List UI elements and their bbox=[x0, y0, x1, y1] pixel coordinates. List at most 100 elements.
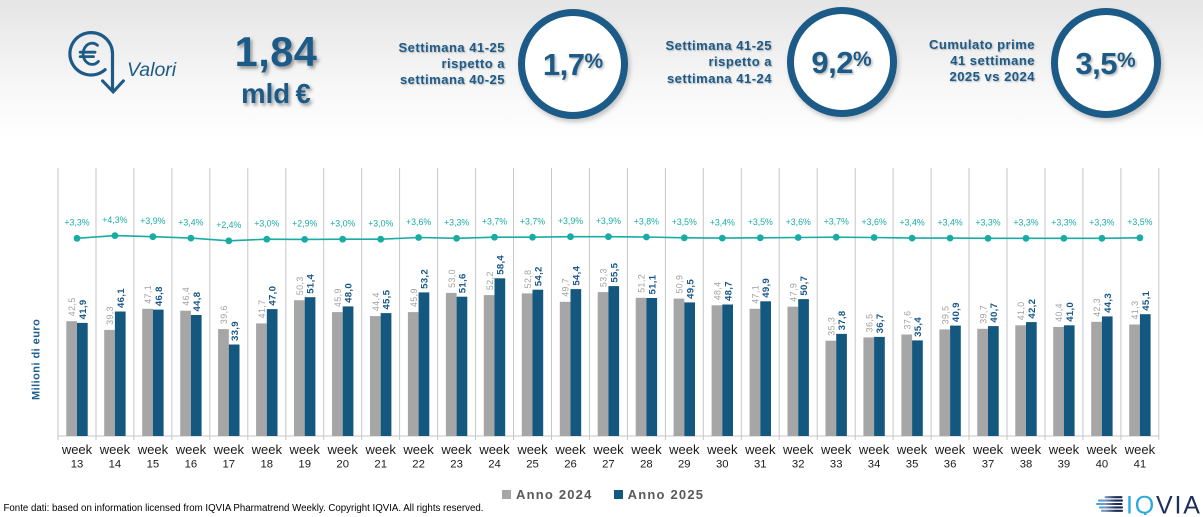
svg-text:40,7: 40,7 bbox=[989, 303, 1000, 323]
svg-text:week: week bbox=[972, 442, 1004, 457]
svg-text:17: 17 bbox=[223, 458, 236, 470]
svg-text:42,5: 42,5 bbox=[67, 297, 77, 316]
svg-text:+3,8%: +3,8% bbox=[634, 216, 659, 226]
svg-text:+3,3%: +3,3% bbox=[1089, 218, 1114, 228]
svg-text:47,1: 47,1 bbox=[751, 285, 761, 304]
svg-text:week: week bbox=[1124, 442, 1156, 457]
svg-text:week: week bbox=[706, 442, 738, 457]
svg-text:week: week bbox=[668, 442, 700, 457]
svg-text:18: 18 bbox=[261, 458, 274, 470]
svg-text:53,3: 53,3 bbox=[599, 268, 609, 287]
svg-text:+3,9%: +3,9% bbox=[558, 216, 583, 226]
svg-text:+3,5%: +3,5% bbox=[748, 217, 773, 227]
svg-text:44,3: 44,3 bbox=[1103, 293, 1114, 313]
svg-text:week: week bbox=[934, 442, 966, 457]
svg-text:+3,5%: +3,5% bbox=[672, 217, 697, 227]
svg-text:30: 30 bbox=[716, 458, 729, 470]
svg-text:44,4: 44,4 bbox=[371, 292, 381, 311]
svg-text:47,1: 47,1 bbox=[143, 285, 153, 304]
svg-text:48,0: 48,0 bbox=[344, 283, 355, 303]
svg-text:39,7: 39,7 bbox=[978, 305, 988, 324]
svg-text:+3,3%: +3,3% bbox=[64, 218, 89, 228]
svg-text:47,9: 47,9 bbox=[789, 283, 799, 302]
svg-text:24: 24 bbox=[488, 458, 501, 470]
svg-text:45,1: 45,1 bbox=[1141, 290, 1152, 310]
svg-text:54,2: 54,2 bbox=[534, 266, 545, 286]
svg-text:51,1: 51,1 bbox=[647, 274, 658, 294]
svg-text:+3,9%: +3,9% bbox=[140, 216, 165, 226]
svg-text:week: week bbox=[782, 442, 814, 457]
svg-text:16: 16 bbox=[185, 458, 198, 470]
svg-text:49,5: 49,5 bbox=[685, 279, 696, 299]
svg-text:41,7: 41,7 bbox=[257, 299, 267, 318]
svg-text:week: week bbox=[896, 442, 928, 457]
svg-text:14: 14 bbox=[109, 458, 122, 470]
svg-text:41,9: 41,9 bbox=[78, 300, 89, 320]
svg-text:week: week bbox=[554, 442, 586, 457]
svg-text:+3,3%: +3,3% bbox=[975, 218, 1000, 228]
svg-text:+3,0%: +3,0% bbox=[330, 219, 355, 229]
svg-text:38: 38 bbox=[1020, 458, 1033, 470]
svg-text:+3,4%: +3,4% bbox=[899, 217, 924, 227]
svg-text:+3,7%: +3,7% bbox=[824, 217, 849, 227]
svg-text:41,0: 41,0 bbox=[1065, 302, 1076, 322]
svg-text:51,4: 51,4 bbox=[306, 273, 317, 293]
svg-text:46,8: 46,8 bbox=[154, 286, 165, 306]
svg-text:42,2: 42,2 bbox=[1027, 299, 1038, 319]
svg-text:+3,6%: +3,6% bbox=[786, 217, 811, 227]
svg-text:+2,4%: +2,4% bbox=[216, 220, 241, 230]
svg-text:week: week bbox=[137, 442, 169, 457]
svg-text:+3,7%: +3,7% bbox=[520, 217, 545, 227]
svg-text:39,5: 39,5 bbox=[940, 305, 950, 324]
svg-text:55,5: 55,5 bbox=[609, 262, 620, 282]
svg-text:40,4: 40,4 bbox=[1054, 303, 1064, 322]
svg-text:week: week bbox=[289, 442, 321, 457]
svg-text:41,3: 41,3 bbox=[1130, 301, 1140, 320]
svg-text:32: 32 bbox=[792, 458, 805, 470]
svg-text:week: week bbox=[175, 442, 207, 457]
svg-text:37,6: 37,6 bbox=[902, 311, 912, 330]
svg-text:49,9: 49,9 bbox=[761, 278, 772, 298]
svg-text:week: week bbox=[744, 442, 776, 457]
svg-text:40: 40 bbox=[1096, 458, 1109, 470]
svg-text:week: week bbox=[1010, 442, 1042, 457]
svg-text:23: 23 bbox=[450, 458, 463, 470]
svg-text:41: 41 bbox=[1134, 458, 1147, 470]
svg-text:week: week bbox=[402, 442, 434, 457]
svg-text:36: 36 bbox=[944, 458, 957, 470]
svg-text:+3,9%: +3,9% bbox=[596, 216, 621, 226]
svg-text:53,2: 53,2 bbox=[420, 269, 431, 289]
svg-text:week: week bbox=[251, 442, 283, 457]
svg-text:+3,4%: +3,4% bbox=[937, 217, 962, 227]
svg-text:37,8: 37,8 bbox=[837, 310, 848, 330]
svg-text:52,8: 52,8 bbox=[523, 269, 533, 288]
svg-text:26: 26 bbox=[564, 458, 577, 470]
svg-text:week: week bbox=[820, 442, 852, 457]
svg-text:35,3: 35,3 bbox=[826, 317, 836, 336]
svg-text:+3,5%: +3,5% bbox=[1127, 217, 1152, 227]
svg-text:week: week bbox=[99, 442, 131, 457]
svg-text:week: week bbox=[61, 442, 93, 457]
svg-text:week: week bbox=[858, 442, 890, 457]
svg-text:+2,9%: +2,9% bbox=[292, 219, 317, 229]
svg-text:15: 15 bbox=[147, 458, 160, 470]
svg-text:39,6: 39,6 bbox=[219, 305, 229, 324]
svg-text:50,3: 50,3 bbox=[295, 276, 305, 295]
svg-text:19: 19 bbox=[298, 458, 311, 470]
svg-text:25: 25 bbox=[526, 458, 539, 470]
svg-text:week: week bbox=[327, 442, 359, 457]
svg-text:week: week bbox=[213, 442, 245, 457]
svg-text:50,7: 50,7 bbox=[799, 276, 810, 296]
svg-text:week: week bbox=[630, 442, 662, 457]
svg-text:+3,3%: +3,3% bbox=[444, 218, 469, 228]
svg-text:28: 28 bbox=[640, 458, 653, 470]
svg-text:58,4: 58,4 bbox=[496, 255, 507, 275]
svg-text:54,4: 54,4 bbox=[571, 265, 582, 285]
svg-text:37: 37 bbox=[982, 458, 995, 470]
svg-text:46,1: 46,1 bbox=[116, 288, 127, 308]
svg-text:week: week bbox=[478, 442, 510, 457]
svg-text:week: week bbox=[440, 442, 472, 457]
svg-text:39: 39 bbox=[1058, 458, 1071, 470]
svg-text:52,2: 52,2 bbox=[485, 271, 495, 290]
svg-text:33: 33 bbox=[830, 458, 843, 470]
